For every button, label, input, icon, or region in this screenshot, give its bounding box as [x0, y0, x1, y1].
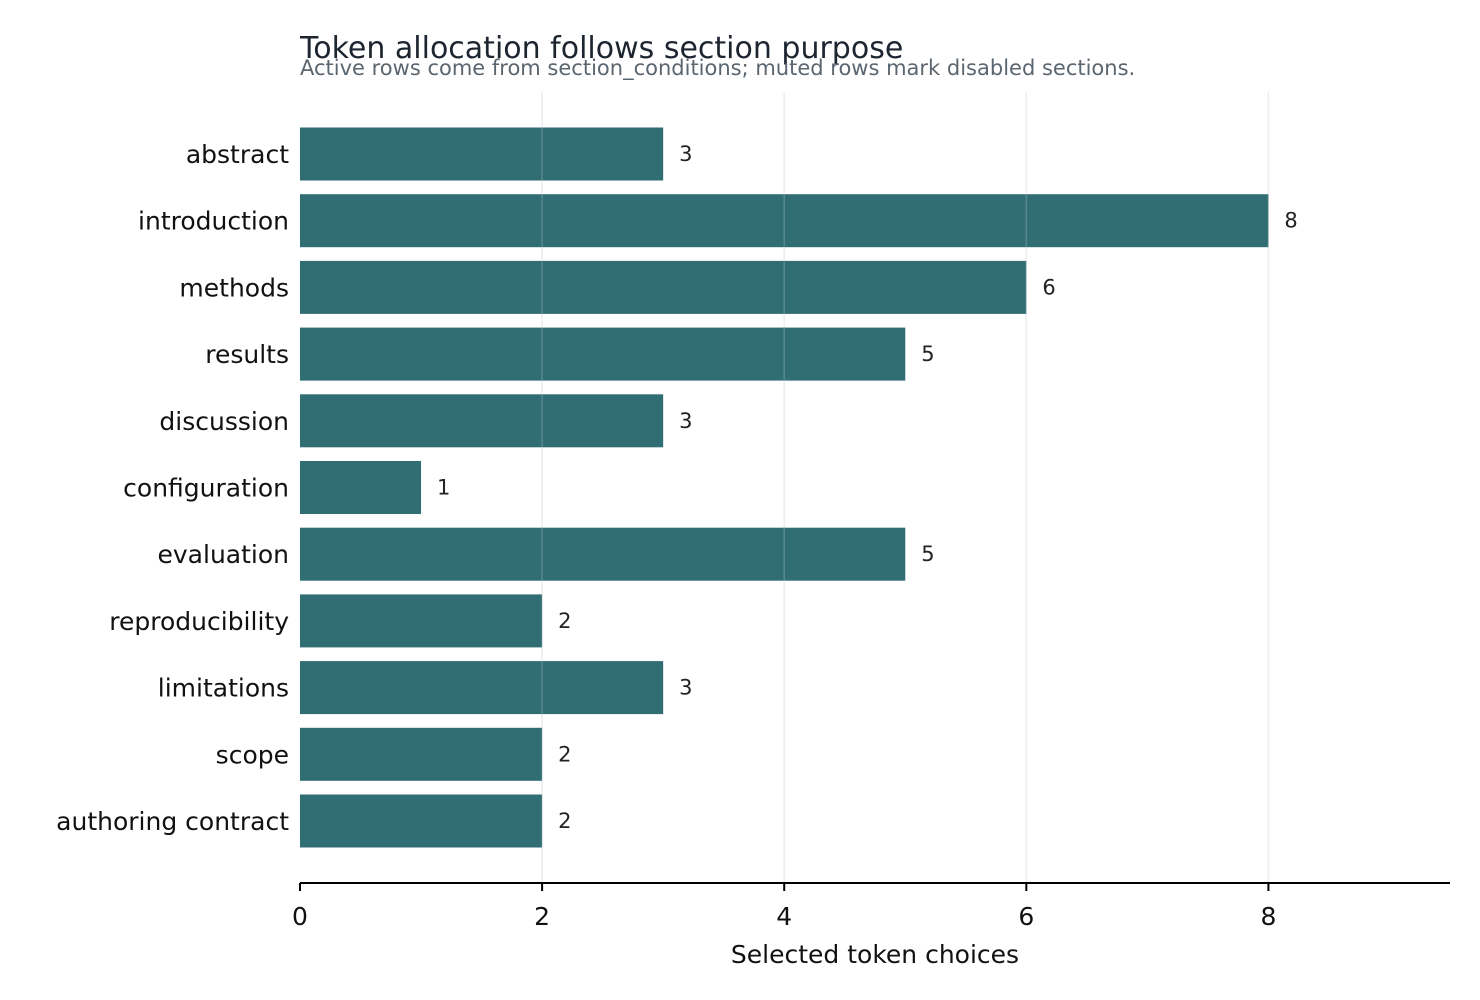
- bars: [300, 127, 1269, 848]
- value-label-configuration: 1: [437, 476, 450, 500]
- value-label-reproducibility: 2: [558, 609, 571, 633]
- x-axis-title: Selected token choices: [731, 940, 1019, 969]
- bar-introduction: [300, 194, 1269, 248]
- bar-abstract: [300, 127, 664, 181]
- grid-lines-overlay: [541, 92, 1270, 883]
- bar-discussion: [300, 394, 664, 448]
- x-axis: 0 2 4 6 8: [292, 882, 1450, 931]
- bar-evaluation: [300, 527, 906, 581]
- category-label-discussion: discussion: [159, 407, 289, 436]
- value-label-abstract: 3: [679, 142, 692, 166]
- category-label-introduction: introduction: [138, 207, 289, 236]
- category-label-authoring-contract: authoring contract: [56, 807, 289, 836]
- category-label-scope: scope: [216, 740, 289, 769]
- x-tick-label-4: 8: [1260, 902, 1276, 931]
- category-label-methods: methods: [179, 273, 289, 302]
- chart-subtitle: Active rows come from section_conditions…: [300, 56, 1135, 81]
- x-tick-label-1: 2: [534, 902, 550, 931]
- category-label-evaluation: evaluation: [158, 540, 290, 569]
- category-label-abstract: abstract: [186, 140, 289, 169]
- value-label-introduction: 8: [1284, 209, 1297, 233]
- value-label-methods: 6: [1042, 275, 1055, 299]
- bar-configuration: [300, 461, 422, 514]
- value-labels: 3 8 6 5 3 1 5 2 3 2 2: [437, 142, 1298, 833]
- bar-reproducibility: [300, 594, 543, 648]
- x-tick-label-2: 4: [776, 902, 792, 931]
- category-labels: abstract introduction methods results discus…: [56, 140, 289, 836]
- value-label-results: 5: [921, 342, 934, 366]
- bar-limitations: [300, 661, 664, 715]
- x-tick-label-0: 0: [292, 902, 308, 931]
- category-label-limitations: limitations: [158, 674, 289, 703]
- value-label-discussion: 3: [679, 409, 692, 433]
- chart-title: Token allocation follows section purpose: [299, 31, 903, 66]
- bar-results: [300, 327, 906, 381]
- bar-methods: [300, 260, 1027, 314]
- value-label-scope: 2: [558, 742, 571, 766]
- x-tick-label-3: 6: [1018, 902, 1034, 931]
- value-label-authoring-contract: 2: [558, 809, 571, 833]
- category-label-reproducibility: reproducibility: [109, 607, 289, 636]
- bar-authoring-contract: [300, 794, 543, 848]
- value-label-limitations: 3: [679, 676, 692, 700]
- category-label-results: results: [205, 340, 289, 369]
- bar-scope: [300, 727, 543, 781]
- category-label-configuration: configuration: [123, 474, 289, 503]
- value-label-evaluation: 5: [921, 542, 934, 566]
